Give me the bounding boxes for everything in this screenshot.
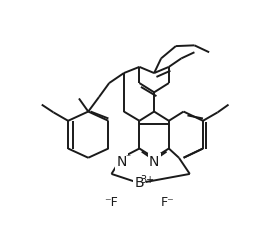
Text: N: N bbox=[116, 155, 127, 169]
Text: B: B bbox=[135, 176, 144, 190]
Text: 3+: 3+ bbox=[140, 175, 154, 185]
Text: N: N bbox=[149, 155, 159, 169]
Text: ⁻F: ⁻F bbox=[105, 196, 118, 209]
Text: F⁻: F⁻ bbox=[160, 196, 174, 209]
Text: ⁻: ⁻ bbox=[125, 154, 130, 164]
